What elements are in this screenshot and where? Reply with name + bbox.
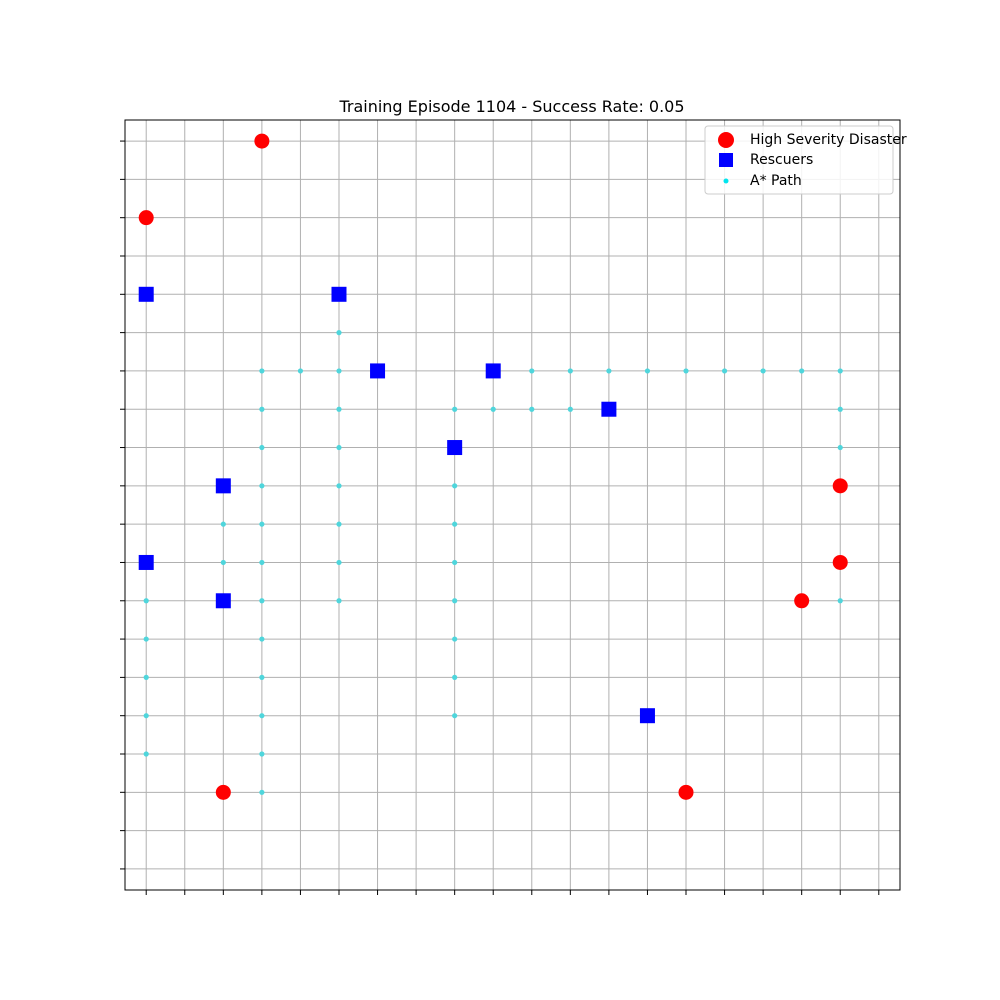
point-a-path-21 [220,521,226,527]
point-a-path-45 [721,368,728,374]
point-a-path-22 [220,559,226,566]
point-a-path-7 [259,521,265,527]
point-a-path-4 [259,406,265,412]
point-rescuers-9 [639,708,655,724]
point-a-path-20 [336,598,342,604]
point-a-path-2 [336,368,342,374]
point-a-path-30 [452,483,458,489]
series-high-severity-disaster [138,133,848,800]
point-a-path-0 [259,368,265,374]
point-high-severity-disaster-5 [215,784,231,800]
point-a-path-14 [259,789,265,795]
point-a-path-43 [644,368,651,374]
legend-marker-astar [723,178,729,184]
point-a-path-42 [606,368,612,374]
point-a-path-18 [336,521,342,527]
axis-ticks [120,140,880,895]
point-a-path-40 [529,368,535,374]
point-a-path-33 [452,598,458,604]
point-a-path-5 [259,444,265,451]
point-a-path-41 [567,368,573,374]
point-a-path-36 [452,713,458,719]
point-a-path-9 [259,598,265,604]
point-high-severity-disaster-6 [678,784,694,800]
point-a-path-13 [259,751,265,757]
point-a-path-35 [452,674,458,680]
point-high-severity-disaster-3 [832,554,848,570]
point-a-path-50 [837,444,843,451]
point-a-path-6 [259,483,265,489]
point-a-path-12 [259,713,265,719]
point-a-path-44 [683,368,689,374]
point-a-path-19 [336,559,342,566]
point-a-path-34 [452,636,458,642]
legend-label-astar: A* Path [750,173,802,189]
legend-marker-rescuers [719,153,733,167]
point-rescuers-2 [370,363,386,379]
point-rescuers-1 [331,286,347,302]
chart-title: Training Episode 1104 - Success Rate: 0.… [338,97,684,116]
legend: High Severity Disaster Rescuers A* Path [704,125,907,195]
point-high-severity-disaster-0 [254,133,270,149]
legend-marker-disaster [718,132,734,148]
point-a-path-26 [143,674,149,680]
point-a-path-32 [452,559,458,566]
point-a-path-10 [259,636,265,642]
point-a-path-47 [799,368,805,374]
point-a-path-8 [259,559,265,566]
point-a-path-31 [452,521,458,527]
legend-box [704,125,894,195]
series-astar-path [143,330,843,795]
legend-label-rescuers: Rescuers [750,152,813,168]
point-a-path-49 [837,406,843,412]
point-a-path-17 [336,483,342,489]
point-a-path-39 [567,406,573,412]
point-a-path-25 [143,636,149,642]
plot-frame [124,119,901,891]
point-a-path-29 [452,406,458,412]
point-a-path-16 [336,444,342,451]
point-a-path-28 [143,751,149,757]
point-high-severity-disaster-2 [832,478,848,494]
point-a-path-15 [336,406,342,412]
point-a-path-48 [837,368,843,374]
legend-label-disaster: High Severity Disaster [750,132,907,148]
series-rescuers [138,286,655,724]
plot-area [125,120,900,890]
point-rescuers-3 [485,363,501,379]
point-high-severity-disaster-4 [794,593,810,609]
point-a-path-24 [143,598,149,604]
point-a-path-46 [760,368,766,374]
point-rescuers-4 [601,401,617,417]
point-rescuers-7 [138,554,154,570]
point-a-path-53 [837,598,843,604]
point-a-path-3 [336,330,342,336]
point-high-severity-disaster-1 [138,210,154,226]
point-a-path-27 [143,713,149,719]
point-rescuers-8 [215,593,231,609]
point-a-path-11 [259,674,265,680]
point-a-path-38 [529,406,535,412]
point-rescuers-0 [138,286,154,302]
point-a-path-37 [490,406,496,412]
point-a-path-1 [297,368,304,374]
point-rescuers-6 [215,478,231,494]
grid-lines [125,120,900,890]
point-rescuers-5 [447,440,463,456]
